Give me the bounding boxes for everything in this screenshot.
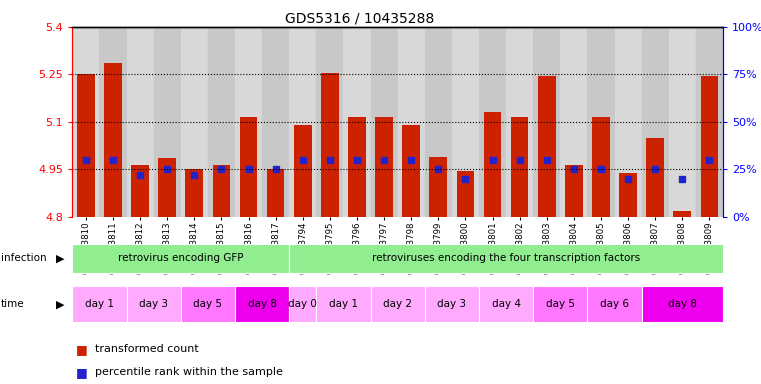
Text: day 2: day 2: [383, 298, 412, 308]
Bar: [240, 117, 257, 217]
Bar: [154, 27, 181, 217]
Bar: [235, 286, 289, 323]
Bar: [696, 27, 723, 217]
Bar: [479, 286, 533, 323]
Text: retrovirus encoding GFP: retrovirus encoding GFP: [118, 253, 244, 263]
Bar: [294, 125, 311, 217]
Bar: [77, 74, 94, 217]
Bar: [560, 27, 587, 217]
Bar: [371, 27, 398, 217]
Bar: [72, 286, 126, 323]
Bar: [533, 27, 560, 217]
Bar: [289, 243, 723, 273]
Bar: [614, 27, 642, 217]
Bar: [429, 157, 447, 217]
Text: day 6: day 6: [600, 298, 629, 308]
Text: transformed count: transformed count: [95, 344, 199, 354]
Text: ■: ■: [76, 366, 88, 379]
Bar: [100, 27, 126, 217]
Text: ▶: ▶: [56, 299, 64, 310]
Bar: [587, 27, 615, 217]
Bar: [343, 27, 371, 217]
Bar: [317, 27, 343, 217]
Text: day 4: day 4: [492, 298, 521, 308]
Bar: [208, 27, 235, 217]
Bar: [457, 171, 474, 217]
Bar: [425, 27, 452, 217]
Text: day 0: day 0: [288, 298, 317, 308]
Bar: [484, 113, 501, 217]
Bar: [425, 286, 479, 323]
Bar: [506, 27, 533, 217]
Bar: [289, 286, 317, 323]
Bar: [262, 27, 289, 217]
Bar: [533, 286, 587, 323]
Bar: [619, 172, 637, 217]
Bar: [642, 27, 669, 217]
Bar: [321, 73, 339, 217]
Bar: [592, 117, 610, 217]
Text: ■: ■: [76, 343, 88, 356]
Text: day 1: day 1: [329, 298, 358, 308]
Bar: [371, 286, 425, 323]
Bar: [212, 165, 231, 217]
Bar: [479, 27, 506, 217]
Bar: [126, 27, 154, 217]
Bar: [673, 210, 691, 217]
Bar: [403, 125, 420, 217]
Text: day 8: day 8: [668, 298, 697, 308]
Bar: [701, 76, 718, 217]
Bar: [289, 27, 317, 217]
Text: percentile rank within the sample: percentile rank within the sample: [95, 367, 283, 377]
Text: day 5: day 5: [546, 298, 575, 308]
Bar: [72, 243, 289, 273]
Bar: [131, 165, 149, 217]
Bar: [375, 117, 393, 217]
Text: day 5: day 5: [193, 298, 222, 308]
Bar: [511, 117, 528, 217]
Text: day 3: day 3: [139, 298, 168, 308]
Text: time: time: [1, 299, 24, 310]
Text: GDS5316 / 10435288: GDS5316 / 10435288: [285, 12, 435, 25]
Bar: [181, 286, 235, 323]
Bar: [669, 27, 696, 217]
Text: infection: infection: [1, 253, 46, 263]
Bar: [126, 286, 181, 323]
Text: retroviruses encoding the four transcription factors: retroviruses encoding the four transcrip…: [372, 253, 640, 263]
Text: day 3: day 3: [438, 298, 466, 308]
Bar: [181, 27, 208, 217]
Bar: [565, 165, 583, 217]
Text: day 1: day 1: [85, 298, 114, 308]
Bar: [646, 138, 664, 217]
Bar: [317, 286, 371, 323]
Bar: [348, 117, 366, 217]
Bar: [104, 63, 122, 217]
Bar: [235, 27, 262, 217]
Bar: [158, 158, 176, 217]
Bar: [72, 27, 100, 217]
Bar: [642, 286, 723, 323]
Bar: [538, 76, 556, 217]
Bar: [587, 286, 642, 323]
Text: ▶: ▶: [56, 253, 64, 263]
Bar: [397, 27, 425, 217]
Bar: [186, 169, 203, 217]
Bar: [267, 169, 285, 217]
Text: day 8: day 8: [247, 298, 276, 308]
Bar: [452, 27, 479, 217]
